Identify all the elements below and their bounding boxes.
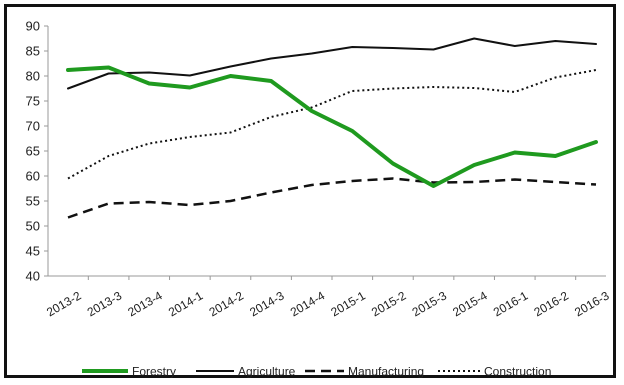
x-tick-label: 2015-3 xyxy=(410,288,450,319)
legend-label-forestry: Forestry xyxy=(132,365,176,379)
chart-frame xyxy=(4,4,616,378)
series-line-construction xyxy=(67,69,597,180)
series-line-manufacturing xyxy=(67,177,597,219)
y-tick-label: 90 xyxy=(26,19,40,34)
y-tick-label: 40 xyxy=(26,269,40,284)
series-line-agriculture xyxy=(67,37,597,90)
y-tick-label: 80 xyxy=(26,69,40,84)
x-tick-label: 2014-3 xyxy=(247,288,287,319)
legend-label-agriculture: Agriculture xyxy=(238,365,296,379)
x-tick-label: 2013-3 xyxy=(85,288,125,319)
series-layer xyxy=(66,37,598,219)
y-tick-label: 85 xyxy=(26,44,40,59)
y-tick-label: 65 xyxy=(26,144,40,159)
x-tick-label: 2015-2 xyxy=(369,288,409,319)
x-axis: 2013-2 2013-3 2013-4 2014-1 2014-2 2014-3 2014… xyxy=(44,275,612,319)
legend-label-construction: Construction xyxy=(484,365,551,379)
y-tick-label: 45 xyxy=(26,244,40,259)
x-tick-label: 2016-3 xyxy=(572,288,612,319)
y-tick-label: 70 xyxy=(26,119,40,134)
y-tick-label: 50 xyxy=(26,219,40,234)
y-tick-label: 75 xyxy=(26,94,40,109)
x-tick-label: 2013-4 xyxy=(125,288,165,319)
x-tick-label: 2014-2 xyxy=(207,288,247,319)
x-tick-label: 2014-4 xyxy=(288,288,328,319)
x-tick-label: 2013-2 xyxy=(44,288,84,319)
y-tick-label: 60 xyxy=(26,169,40,184)
legend-label-manufacturing: Manufacturing xyxy=(348,365,424,379)
series-line-forestry xyxy=(66,65,598,188)
x-tick-label: 2016-1 xyxy=(491,288,531,319)
legend: Forestry Agriculture Manufacturing Construc… xyxy=(82,365,551,379)
x-tick-label: 2016-2 xyxy=(532,288,572,319)
x-tick-label: 2014-1 xyxy=(166,288,206,319)
x-tick-label: 2015-1 xyxy=(328,288,368,319)
y-tick-label: 55 xyxy=(26,194,40,209)
x-tick-label: 2015-4 xyxy=(450,288,490,319)
y-axis: 40 45 50 55 60 65 70 75 80 85 90 xyxy=(26,19,49,284)
